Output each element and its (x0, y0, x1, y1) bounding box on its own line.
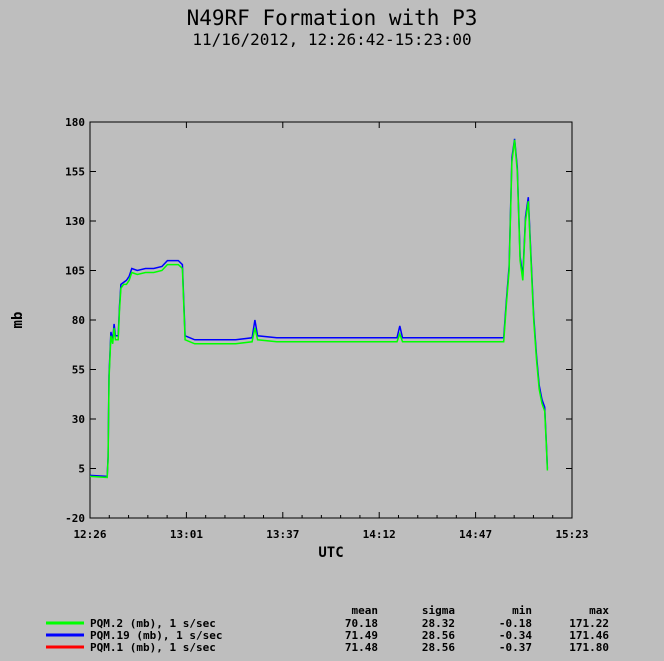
stats-header-sigma: sigma (422, 604, 455, 617)
y-tick-label: 155 (65, 166, 85, 179)
y-axis: -20 5 30 55 80 105 130 155 180 (65, 116, 572, 525)
legend-stat: -0.37 (499, 641, 532, 654)
legend-stat: -0.18 (499, 617, 532, 630)
series-line (89, 139, 549, 479)
chart-title: N49RF Formation with P3 (187, 6, 478, 30)
legend-stat: 171.22 (569, 617, 609, 630)
y-tick-label: -20 (65, 512, 85, 525)
chart-subtitle: 11/16/2012, 12:26:42-15:23:00 (192, 30, 471, 49)
x-tick-label: 14:47 (459, 528, 492, 541)
y-tick-label: 180 (65, 116, 85, 129)
y-tick-label: 105 (65, 265, 85, 278)
y-axis-label: mb (10, 312, 26, 329)
series-lines (89, 138, 549, 479)
x-axis-label: UTC (318, 545, 343, 561)
legend-stat: 71.48 (345, 641, 378, 654)
y-tick-label: 5 (78, 463, 85, 476)
legend-stat: 28.32 (422, 617, 455, 630)
legend-label: PQM.2 (mb), 1 s/sec (90, 617, 216, 630)
stats-header-max: max (589, 604, 609, 617)
legend-stat: 70.18 (345, 617, 378, 630)
y-tick-label: 130 (65, 215, 85, 228)
plot-area (89, 121, 573, 519)
legend-stat: 171.80 (569, 641, 609, 654)
stats-header-min: min (512, 604, 532, 617)
x-tick-label: 13:37 (266, 528, 299, 541)
legend-label: PQM.1 (mb), 1 s/sec (90, 641, 216, 654)
x-axis: 12:26 13:01 13:37 14:12 14:47 15:23 (73, 122, 589, 541)
legend-stat: 71.49 (345, 629, 378, 642)
legend-stat: 28.56 (422, 641, 455, 654)
legend: mean sigma min max PQM.2 (mb), 1 s/sec 70… (46, 604, 609, 654)
legend-label: PQM.19 (mb), 1 s/sec (90, 629, 222, 642)
x-tick-label: 15:23 (555, 528, 588, 541)
legend-stat: 28.56 (422, 629, 455, 642)
legend-stat: -0.34 (499, 629, 532, 642)
legend-stat: 171.46 (569, 629, 609, 642)
x-tick-label: 12:26 (73, 528, 106, 541)
x-tick-label: 13:01 (170, 528, 203, 541)
y-tick-label: 80 (72, 314, 85, 327)
stats-header-mean: mean (352, 604, 379, 617)
y-tick-label: 30 (72, 413, 85, 426)
y-tick-label: 55 (72, 364, 85, 377)
x-tick-label: 14:12 (363, 528, 396, 541)
